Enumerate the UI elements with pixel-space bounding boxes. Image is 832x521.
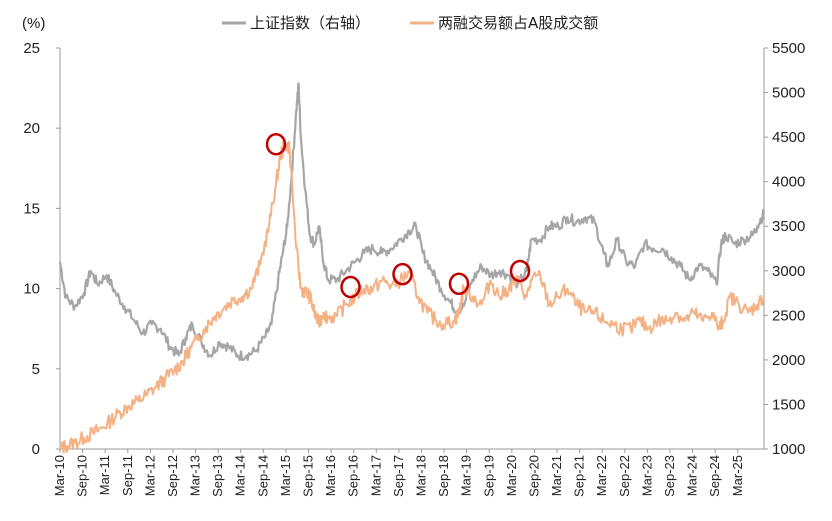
x-tick-label: Sep-21 [572,455,587,497]
left-axis-unit: (%) [22,15,45,32]
x-tick-label: Mar-23 [639,455,654,496]
x-tick-label: Sep-17 [391,455,406,497]
x-tick-label: Sep-20 [526,455,541,497]
right-tick-label: 1500 [772,396,805,413]
x-tick-label: Mar-19 [459,455,474,496]
right-tick-label: 5000 [772,85,805,102]
tick-labels: 0 5 10 15 20 25 1000 1500 2000 2500 3000 3500 4000 45… [23,40,805,497]
x-tick-label: Sep-13 [210,455,225,497]
x-tick-label: Mar-21 [549,455,564,496]
x-tick-label: Sep-10 [75,455,90,497]
annotations [265,132,531,299]
x-tick-label: Mar-25 [730,455,745,496]
x-tick-label: Mar-18 [413,455,428,496]
x-tick-label: Sep-18 [436,455,451,497]
right-tick-label: 1000 [772,441,805,458]
x-tick-label: Sep-11 [120,455,135,496]
series-line-shanghai-index [58,82,766,362]
x-tick-label: Mar-10 [52,455,67,496]
right-tick-label: 5500 [772,40,805,57]
right-tick-label: 4500 [772,129,805,146]
right-tick-label: 3500 [772,218,805,235]
left-tick-label: 20 [23,120,40,137]
left-tick-label: 10 [23,281,40,298]
x-tick-label: Sep-14 [255,455,270,497]
x-tick-label: Mar-17 [368,455,383,496]
legend-label-margin: 两融交易额占A股成交额 [438,14,598,32]
legend: 上证指数（右轴） 两融交易额占A股成交额 [222,14,598,32]
annotation-circle [509,259,531,283]
x-tick-label: Sep-12 [165,455,180,497]
annotation-circle [448,272,470,296]
annotation-circle [392,262,413,286]
annotation-circle [340,275,361,299]
x-tick-label: Sep-24 [707,455,722,497]
x-tick-label: Mar-24 [685,455,700,496]
x-tick-label: Mar-15 [278,455,293,496]
x-tick-label: Sep-23 [662,455,677,497]
right-tick-label: 4000 [772,174,805,191]
x-tick-label: Mar-11 [97,455,112,495]
annotation-circle [265,132,287,156]
series-group [58,82,766,454]
left-tick-label: 15 [23,200,40,217]
x-tick-label: Mar-22 [594,455,609,496]
legend-label-index: 上证指数（右轴） [250,14,370,32]
right-tick-label: 2500 [772,307,805,324]
x-tick-label: Sep-22 [617,455,632,497]
x-tick-label: Mar-13 [188,455,203,496]
left-tick-label: 25 [23,40,40,57]
x-tick-label: Mar-20 [504,455,519,496]
x-tick-label: Mar-14 [233,455,248,496]
x-tick-label: Mar-16 [323,455,338,496]
axes [56,47,768,453]
left-tick-label: 0 [32,441,40,458]
x-tick-label: Sep-19 [481,455,496,497]
left-tick-label: 5 [32,361,40,378]
x-tick-label: Sep-16 [346,455,361,497]
right-tick-label: 3000 [772,263,805,280]
series-line-margin-share [59,140,765,454]
x-tick-label: Mar-12 [142,455,157,496]
right-tick-label: 2000 [772,352,805,369]
x-tick-label: Sep-15 [301,455,316,497]
